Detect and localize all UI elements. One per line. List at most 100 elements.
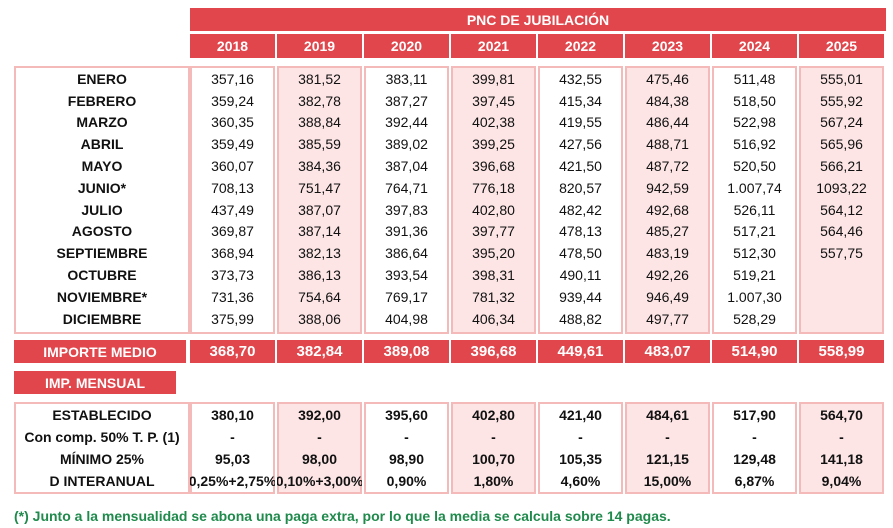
average-value: 389,08 (364, 340, 449, 363)
month-value: 520,50 (733, 158, 776, 175)
month-value: 375,99 (211, 310, 254, 327)
month-label: MARZO (76, 114, 128, 131)
month-value: 483,19 (646, 245, 689, 262)
month-value: 511,48 (733, 70, 776, 87)
month-value: 373,73 (211, 267, 254, 284)
month-value: 396,68 (472, 158, 515, 175)
month-value: 776,18 (472, 179, 515, 196)
col-frame (190, 66, 275, 334)
month-label: ABRIL (80, 136, 124, 153)
amount-value: 129,48 (733, 451, 776, 467)
month-value: 419,55 (559, 114, 602, 131)
month-value: 421,50 (559, 158, 602, 175)
month-value: 731,36 (211, 288, 254, 305)
month-value: 497,77 (646, 310, 689, 327)
month-value: 415,34 (559, 92, 602, 109)
year-header: 2022 (538, 34, 623, 58)
month-value: 492,68 (646, 201, 689, 218)
month-value: 754,64 (298, 288, 341, 305)
col-frame (799, 402, 884, 494)
amount-value: 0,25%+2,75% (190, 473, 275, 489)
month-value: 384,36 (298, 158, 341, 175)
amount-value: 421,40 (559, 407, 602, 423)
month-value: 526,11 (733, 201, 776, 218)
month-value: 555,01 (820, 70, 863, 87)
month-value: 393,54 (385, 267, 428, 284)
amount-value: 1,80% (473, 473, 514, 489)
month-label: AGOSTO (71, 223, 133, 240)
average-value: 382,84 (277, 340, 362, 363)
average-value: 483,07 (625, 340, 710, 363)
average-value: 396,68 (451, 340, 536, 363)
month-value: 399,81 (472, 70, 515, 87)
month-value: 516,92 (733, 136, 776, 153)
month-value: 492,26 (646, 267, 689, 284)
amount-value: - (665, 429, 670, 445)
amount-value: 9,04% (821, 473, 862, 489)
month-value: 519,21 (733, 267, 776, 284)
average-value: 449,61 (538, 340, 623, 363)
month-value: 478,13 (559, 223, 602, 240)
month-value: 490,11 (559, 267, 602, 284)
amount-value: 15,00% (643, 473, 692, 489)
amount-value: 380,10 (211, 407, 254, 423)
month-value: 402,38 (472, 114, 515, 131)
col-frame (538, 66, 623, 334)
month-value: 557,75 (820, 245, 863, 262)
amount-label: MÍNIMO 25% (59, 451, 144, 467)
col-frame (451, 66, 536, 334)
amount-label: D INTERANUAL (49, 473, 155, 489)
amount-value: - (230, 429, 235, 445)
month-value: 555,92 (820, 92, 863, 109)
month-value: 564,46 (820, 223, 863, 240)
month-label: NOVIEMBRE* (56, 288, 148, 305)
average-value: 368,70 (190, 340, 275, 363)
amount-value: 392,00 (298, 407, 341, 423)
month-value: 939,44 (559, 288, 602, 305)
amount-value: - (752, 429, 757, 445)
amount-value: 98,00 (301, 451, 338, 467)
amount-value: 121,15 (646, 451, 689, 467)
month-value: 432,55 (559, 70, 602, 87)
amount-label: Con comp. 50% T. P. (1) (24, 429, 180, 445)
col-frame (277, 402, 362, 494)
label-frame (14, 66, 190, 334)
month-value: 388,06 (298, 310, 341, 327)
amount-value: - (491, 429, 496, 445)
month-value: 398,31 (472, 267, 515, 284)
month-value: 387,14 (298, 223, 341, 240)
month-value: 402,80 (472, 201, 515, 218)
month-value: 397,45 (472, 92, 515, 109)
amount-value: 141,18 (820, 451, 863, 467)
amount-value: 484,61 (646, 407, 689, 423)
month-value: 708,13 (211, 179, 254, 196)
month-value: 389,02 (385, 136, 428, 153)
amount-value: 395,60 (385, 407, 428, 423)
year-header: 2023 (625, 34, 710, 58)
month-value: 485,27 (646, 223, 689, 240)
amount-value: 105,35 (559, 451, 602, 467)
col-frame (799, 66, 884, 334)
month-label: FEBRERO (67, 92, 137, 109)
amount-value: 0,90% (386, 473, 427, 489)
amount-value: 100,70 (472, 451, 515, 467)
month-label: DICIEMBRE (62, 310, 142, 327)
col-frame (277, 66, 362, 334)
col-frame (625, 66, 710, 334)
month-label: OCTUBRE (67, 267, 137, 284)
month-label: JULIO (81, 201, 123, 218)
amount-value: 402,80 (472, 407, 515, 423)
col-frame (190, 402, 275, 494)
month-value: 406,34 (472, 310, 515, 327)
col-frame (625, 402, 710, 494)
month-value: 522,98 (733, 114, 776, 131)
year-header: 2019 (277, 34, 362, 58)
month-value: 368,94 (211, 245, 254, 262)
month-value: 399,25 (472, 136, 515, 153)
month-value: 387,07 (298, 201, 341, 218)
amount-value: 517,90 (733, 407, 776, 423)
month-value: 482,42 (559, 201, 602, 218)
month-value: 769,17 (385, 288, 428, 305)
amount-value: 4,60% (560, 473, 601, 489)
year-header: 2021 (451, 34, 536, 58)
